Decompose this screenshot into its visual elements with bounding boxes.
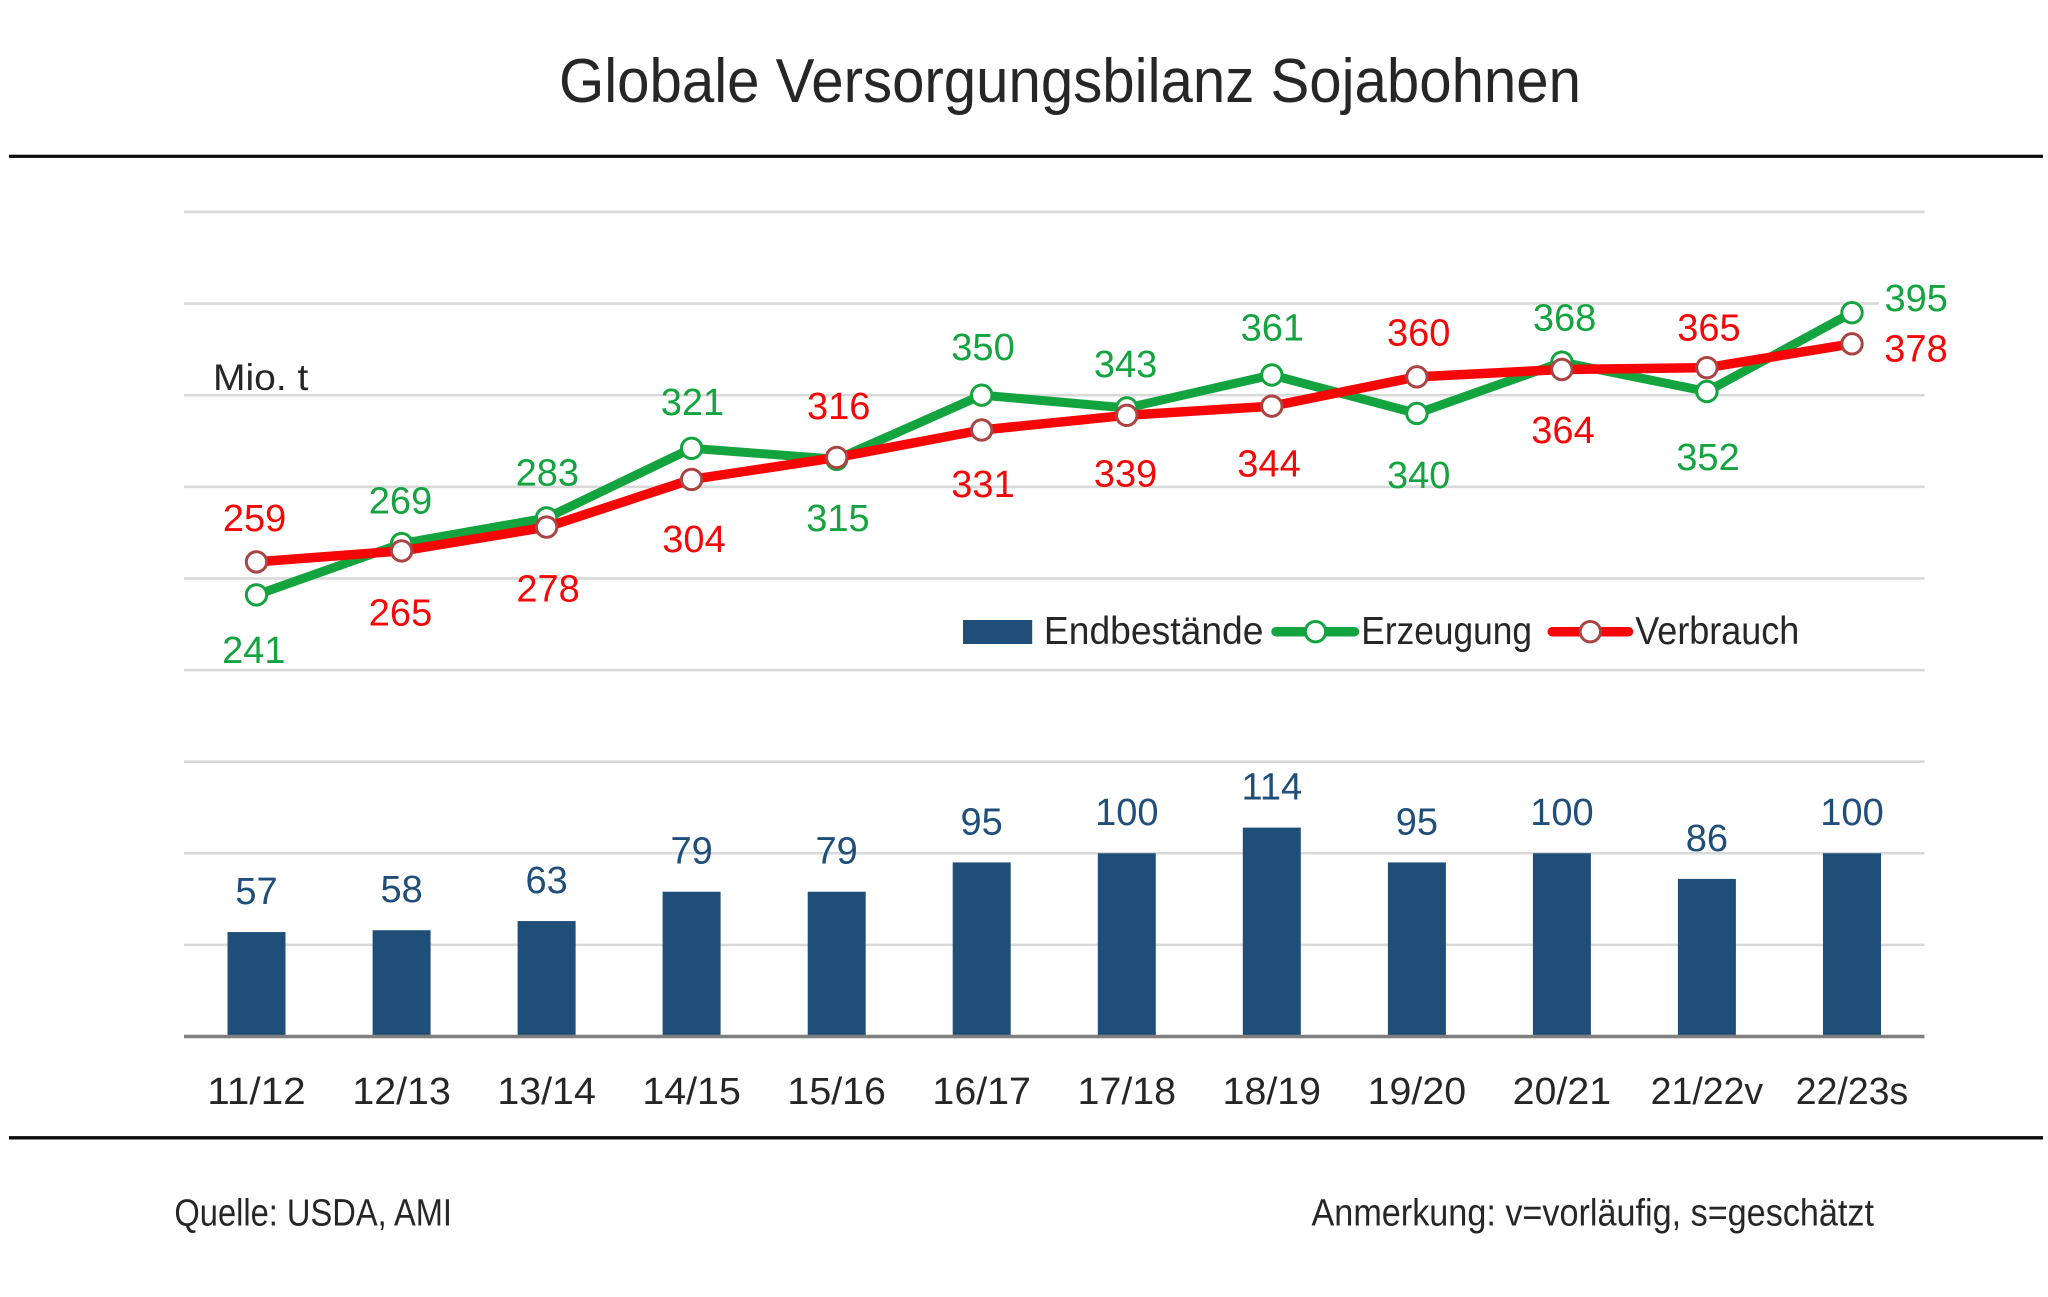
svg-text:21/22v: 21/22v bbox=[1651, 1071, 1764, 1113]
svg-text:14/15: 14/15 bbox=[642, 1071, 741, 1113]
svg-text:368: 368 bbox=[1533, 298, 1596, 340]
svg-text:22/23s: 22/23s bbox=[1796, 1071, 1909, 1113]
svg-text:86: 86 bbox=[1686, 818, 1728, 860]
svg-text:269: 269 bbox=[369, 481, 432, 523]
svg-text:339: 339 bbox=[1094, 454, 1157, 496]
svg-text:343: 343 bbox=[1094, 344, 1157, 386]
svg-text:63: 63 bbox=[525, 860, 567, 902]
svg-text:283: 283 bbox=[516, 453, 579, 495]
svg-text:395: 395 bbox=[1884, 278, 1947, 320]
svg-text:Verbrauch: Verbrauch bbox=[1635, 610, 1799, 653]
svg-text:Erzeugung: Erzeugung bbox=[1361, 610, 1532, 653]
svg-text:16/17: 16/17 bbox=[932, 1071, 1031, 1113]
svg-text:340: 340 bbox=[1387, 455, 1450, 497]
svg-text:100: 100 bbox=[1530, 792, 1593, 834]
svg-text:331: 331 bbox=[951, 464, 1014, 506]
svg-text:361: 361 bbox=[1241, 308, 1304, 350]
svg-text:100: 100 bbox=[1095, 792, 1158, 834]
svg-text:352: 352 bbox=[1676, 437, 1739, 479]
svg-text:364: 364 bbox=[1531, 410, 1594, 452]
svg-text:259: 259 bbox=[223, 498, 286, 540]
svg-text:350: 350 bbox=[951, 327, 1014, 369]
svg-text:365: 365 bbox=[1677, 308, 1740, 350]
svg-text:278: 278 bbox=[516, 569, 579, 611]
svg-text:95: 95 bbox=[1396, 801, 1438, 843]
svg-text:95: 95 bbox=[961, 801, 1003, 843]
svg-text:344: 344 bbox=[1237, 444, 1300, 486]
svg-text:316: 316 bbox=[807, 386, 870, 428]
svg-text:11/12: 11/12 bbox=[207, 1071, 306, 1113]
svg-text:79: 79 bbox=[670, 831, 712, 873]
svg-text:17/18: 17/18 bbox=[1078, 1071, 1177, 1113]
svg-text:20/21: 20/21 bbox=[1513, 1071, 1612, 1113]
svg-text:321: 321 bbox=[661, 382, 724, 424]
svg-text:Endbestände: Endbestände bbox=[1044, 610, 1264, 653]
svg-text:Quelle: USDA, AMI: Quelle: USDA, AMI bbox=[174, 1193, 452, 1235]
svg-text:114: 114 bbox=[1242, 767, 1303, 809]
svg-text:13/14: 13/14 bbox=[497, 1071, 596, 1113]
svg-text:Anmerkung: v=vorläufig, s=gesc: Anmerkung: v=vorläufig, s=geschätzt bbox=[1312, 1193, 1875, 1235]
svg-text:241: 241 bbox=[222, 630, 285, 672]
svg-text:304: 304 bbox=[662, 519, 725, 561]
svg-text:79: 79 bbox=[816, 831, 858, 873]
svg-text:Mio. t: Mio. t bbox=[213, 357, 309, 398]
svg-text:12/13: 12/13 bbox=[352, 1071, 451, 1113]
svg-text:100: 100 bbox=[1820, 792, 1883, 834]
svg-text:360: 360 bbox=[1387, 313, 1450, 355]
svg-text:265: 265 bbox=[369, 593, 432, 635]
svg-text:15/16: 15/16 bbox=[787, 1071, 886, 1113]
svg-text:378: 378 bbox=[1884, 329, 1947, 371]
svg-text:18/19: 18/19 bbox=[1223, 1071, 1322, 1113]
svg-text:57: 57 bbox=[235, 871, 277, 913]
svg-text:58: 58 bbox=[380, 869, 422, 911]
svg-text:315: 315 bbox=[806, 498, 869, 540]
svg-text:Globale Versorgungsbilanz Soja: Globale Versorgungsbilanz Sojabohnen bbox=[559, 47, 1581, 116]
svg-text:19/20: 19/20 bbox=[1368, 1071, 1467, 1113]
